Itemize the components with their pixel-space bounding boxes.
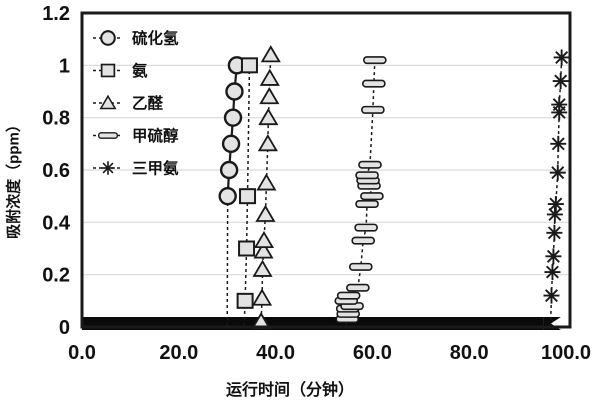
asterisk-marker-icon — [549, 197, 563, 211]
asterisk-marker-icon — [102, 162, 114, 174]
legend-item-methyl-mercaptan: 甲硫醇 — [93, 126, 179, 145]
triangle-marker-icon — [253, 230, 275, 249]
circle-marker-icon — [221, 134, 241, 154]
triangle-marker-icon — [257, 134, 278, 152]
y-tick-label: 0.4 — [42, 212, 71, 234]
asterisk-marker-icon — [554, 74, 568, 88]
hbar-marker-icon — [362, 79, 386, 88]
legend-label-trimethylamine: 三甲氨 — [132, 159, 179, 178]
asterisk-marker-icon — [551, 137, 565, 151]
y-tick-label: 0 — [59, 317, 70, 339]
y-tick-label: 0.6 — [42, 160, 70, 182]
asterisk-marker-icon — [552, 98, 566, 112]
legend-item-ammonia: 氨 — [93, 61, 148, 80]
triangle-marker-icon — [251, 288, 273, 306]
legend-item-trimethylamine: 三甲氨 — [93, 159, 179, 178]
square-marker-icon — [240, 57, 258, 74]
x-axis-title: 运行时间（分钟） — [225, 382, 355, 399]
circle-marker-icon — [218, 186, 237, 206]
hbar-marker-icon — [97, 132, 119, 139]
asterisk-marker-icon — [551, 166, 565, 180]
asterisk-marker-icon — [548, 208, 562, 221]
plot-border — [80, 11, 572, 329]
series-trimethylamine — [543, 49, 570, 326]
circle-marker-icon — [223, 108, 243, 127]
triangle-marker-icon — [259, 86, 280, 105]
asterisk-marker-icon — [555, 51, 569, 64]
x-tick-label: 60.0 — [353, 342, 392, 364]
series-hydrogen-sulfide — [218, 56, 247, 326]
y-tick-label: 0.8 — [42, 108, 70, 130]
hbar-marker-icon — [358, 160, 382, 169]
triangle-marker-icon — [255, 204, 276, 222]
hbar-marker-icon — [363, 56, 387, 65]
triangle-marker-icon — [259, 68, 280, 86]
legend-label-hydrogen-sulfide: 硫化氢 — [132, 29, 179, 48]
hbar-marker-icon — [346, 283, 370, 292]
asterisk-marker-icon — [545, 289, 558, 303]
x-tick-label: 80.0 — [450, 342, 489, 364]
hbar-marker-icon — [355, 171, 379, 180]
triangle-marker-icon — [252, 259, 273, 277]
triangle-marker-icon — [99, 94, 117, 110]
circle-marker-icon — [219, 160, 239, 180]
triangle-marker-icon — [258, 107, 279, 126]
triangle-marker-icon — [256, 173, 277, 191]
x-tick-label: 40.0 — [256, 342, 295, 364]
square-marker-icon — [236, 292, 254, 309]
hbar-marker-icon — [336, 291, 361, 300]
legend-item-acetaldehyde: 乙醛 — [93, 94, 164, 113]
series-acetaldehyde — [251, 45, 281, 330]
hbar-marker-icon — [348, 262, 373, 271]
y-tick-label: 1 — [59, 55, 70, 77]
y-tick-label: 1.2 — [42, 3, 70, 25]
legend-label-acetaldehyde: 乙醛 — [132, 94, 164, 113]
square-marker-icon — [239, 188, 257, 205]
circle-marker-icon — [100, 30, 116, 46]
asterisk-marker-icon — [545, 265, 559, 279]
hbar-marker-icon — [351, 236, 376, 245]
hbar-marker-icon — [360, 192, 384, 201]
hbar-marker-icon — [354, 223, 378, 232]
y-axis-title: 吸附浓度（ppm） — [5, 117, 23, 239]
hbar-marker-icon — [355, 200, 379, 209]
x-tick-label: 0.0 — [68, 342, 96, 364]
triangle-marker-icon — [253, 241, 274, 259]
legend-label-ammonia: 氨 — [132, 61, 148, 80]
x-tick-label: 20.0 — [159, 342, 198, 364]
x-tick-label: 100.0 — [541, 342, 591, 364]
series-ammonia — [236, 57, 258, 326]
asterisk-marker-icon — [547, 226, 561, 240]
series-methyl-mercaptan — [334, 56, 387, 327]
asterisk-marker-icon — [546, 249, 560, 263]
triangle-marker-icon — [260, 45, 281, 63]
legend-item-hydrogen-sulfide: 硫化氢 — [93, 29, 179, 48]
hbar-marker-icon — [361, 105, 385, 114]
square-marker-icon — [100, 63, 116, 78]
square-marker-icon — [238, 240, 256, 257]
legend-label-methyl-mercaptan: 甲硫醇 — [132, 126, 179, 145]
y-tick-label: 0.2 — [42, 265, 70, 287]
circle-marker-icon — [225, 82, 244, 101]
